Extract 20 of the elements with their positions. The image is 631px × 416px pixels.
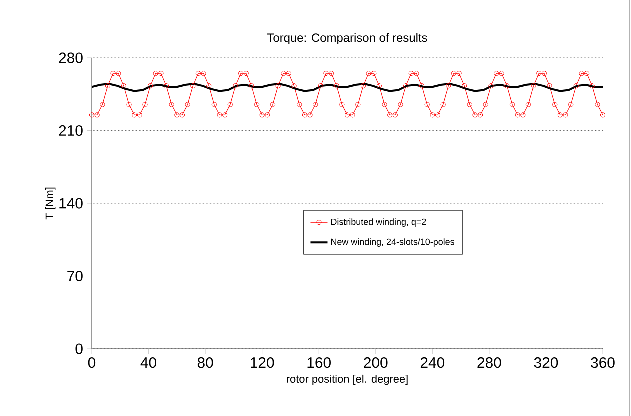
chart-title: Torque: Comparison of results: [267, 33, 428, 44]
x-tick-label: 240: [420, 358, 445, 368]
x-tick-label: 80: [198, 358, 214, 368]
legend-label: Distributed winding, q=2: [331, 218, 426, 227]
x-tick-label: 200: [364, 358, 388, 368]
y-tick-label: 280: [59, 52, 83, 64]
x-tick-label: 120: [251, 358, 274, 368]
x-tick-label: 320: [534, 358, 558, 368]
legend-label: New winding, 24-slots/10-poles: [331, 238, 454, 247]
x-axis-title: rotor position [el. degree]: [287, 374, 408, 386]
x-tick-label: 360: [591, 358, 615, 368]
x-tick-label: 280: [478, 358, 502, 368]
y-tick-label: 0: [76, 344, 83, 354]
y-tick-label: 210: [59, 125, 83, 136]
x-tick-label: 160: [308, 358, 331, 368]
x-tick-label: 0: [88, 358, 96, 368]
y-tick-label: 70: [68, 270, 83, 282]
y-axis-title: T [Nm]: [45, 188, 56, 220]
x-tick-label: 40: [140, 358, 156, 368]
y-tick-label: 140: [60, 198, 83, 209]
